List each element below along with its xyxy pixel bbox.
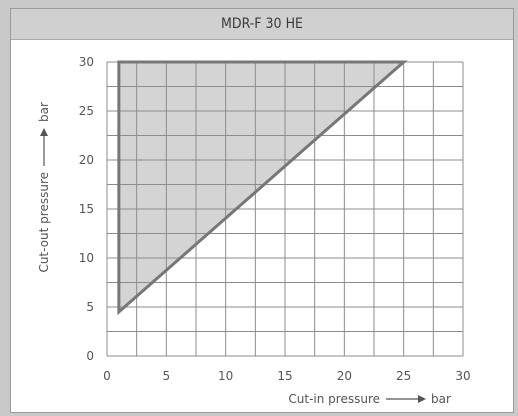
x-axis-unit: bar — [431, 392, 451, 406]
y-tick-label: 20 — [79, 153, 94, 167]
y-tick-label: 15 — [79, 202, 94, 216]
x-axis-label: Cut-in pressure — [288, 392, 380, 406]
x-tick-label: 10 — [218, 369, 233, 383]
chart-title: MDR-F 30 HE — [11, 9, 513, 40]
y-axis-unit: bar — [37, 102, 51, 122]
y-tick-label: 25 — [79, 104, 94, 118]
y-axis-label: Cut-out pressure — [37, 172, 51, 273]
x-tick-label: 15 — [277, 369, 292, 383]
y-axis-arrowhead-icon — [40, 128, 48, 136]
x-tick-label: 20 — [337, 369, 352, 383]
x-tick-label: 0 — [103, 369, 111, 383]
x-tick-label: 5 — [163, 369, 171, 383]
x-tick-label: 30 — [455, 369, 470, 383]
operating-range-outline — [117, 60, 408, 316]
x-axis-arrowhead-icon — [418, 395, 426, 403]
y-tick-label: 0 — [86, 349, 94, 363]
y-tick-label: 30 — [79, 55, 94, 69]
x-tick-label: 25 — [396, 369, 411, 383]
y-axis-label-group: Cut-out pressure bar — [37, 102, 51, 273]
y-tick-label: 5 — [86, 300, 94, 314]
y-tick-label: 10 — [79, 251, 94, 265]
